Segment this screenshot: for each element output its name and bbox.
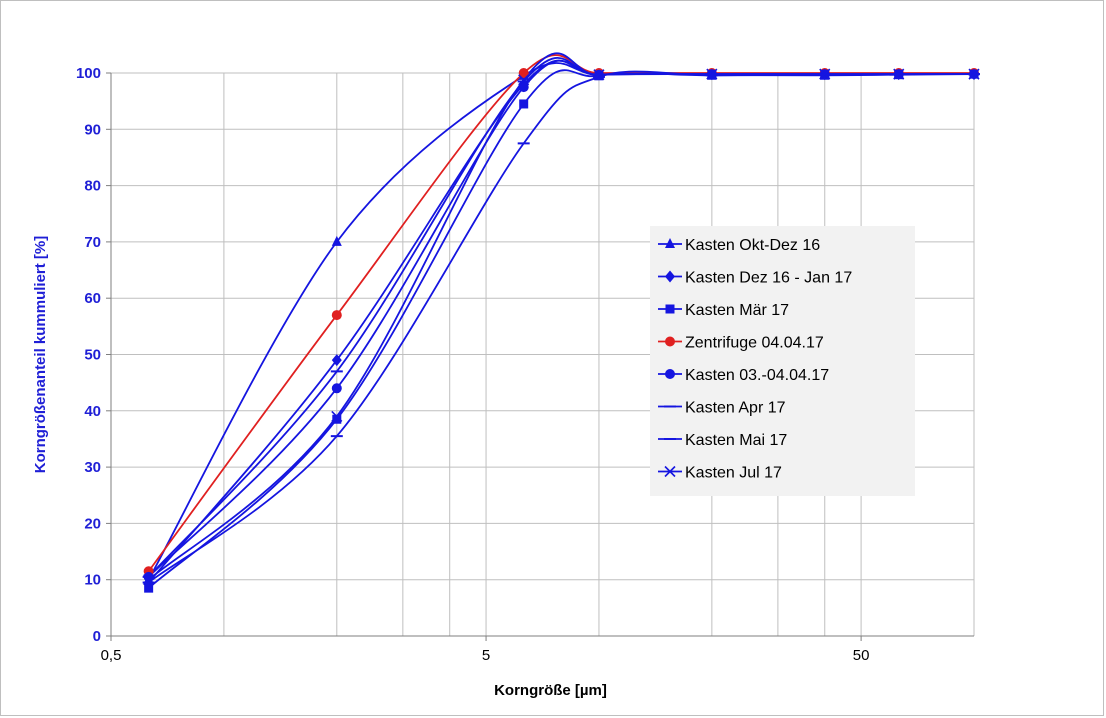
data-point-s3: [144, 583, 154, 593]
series-line-4: [147, 54, 974, 572]
y-tick-label: 20: [84, 515, 101, 532]
data-point-s8: [593, 69, 605, 81]
data-point-s3: [332, 414, 342, 424]
y-tick-label: 40: [84, 403, 101, 420]
legend-label-7: Kasten Mai 17: [685, 432, 787, 449]
axes: 0 10 20 30 40 50 60 70 80 90 100 0,5 5 50: [76, 65, 974, 664]
legend-label-3: Kasten Mär 17: [685, 302, 789, 319]
data-point-s2: [331, 354, 342, 367]
series-layer: [142, 52, 980, 593]
x-tick-label: 50: [853, 647, 870, 664]
legend-label-4: Zentrifuge 04.04.17: [685, 335, 824, 352]
data-point-s8: [706, 68, 718, 80]
x-tick-label: 0,5: [101, 647, 122, 664]
x-marker-stroke: [968, 68, 980, 80]
data-point-s8: [143, 574, 155, 586]
legend-marker-3: [665, 304, 675, 314]
x-marker-stroke: [664, 465, 676, 478]
data-point-s8: [968, 68, 980, 80]
x-tick-label: 5: [482, 647, 490, 664]
data-point-s1: [331, 235, 342, 246]
y-tick-label: 90: [84, 121, 101, 138]
legend-marker-2: [665, 270, 675, 283]
legend-label-8: Kasten Jul 17: [685, 465, 782, 482]
legend-label-5: Kasten 03.-04.04.17: [685, 367, 829, 384]
y-axis-label: Korngrößenanteil kummuliert [%]: [32, 236, 49, 474]
y-tick-label: 50: [84, 347, 101, 364]
legend-marker-5: [665, 369, 675, 379]
legend-marker-8: [664, 465, 676, 478]
x-marker-stroke: [331, 410, 343, 422]
x-marker-stroke: [819, 68, 831, 80]
data-point-s8: [331, 410, 343, 422]
y-tick-label: 60: [84, 290, 101, 307]
y-tick-label: 30: [84, 459, 101, 476]
y-tick-label: 100: [76, 65, 101, 82]
legend-label-2: Kasten Dez 16 - Jan 17: [685, 270, 852, 287]
legend-marker-4: [665, 336, 675, 347]
legend-label-6: Kasten Apr 17: [685, 400, 786, 417]
data-point-s8: [518, 74, 530, 86]
x-marker-stroke: [518, 74, 530, 86]
data-point-s4: [331, 310, 342, 321]
y-tick-label: 80: [84, 178, 101, 195]
y-tick-label: 0: [93, 628, 101, 645]
legend-label-1: Kasten Okt-Dez 16: [685, 237, 820, 254]
x-marker-stroke: [706, 68, 718, 80]
legend-marker-1: [665, 238, 675, 248]
x-marker-stroke: [143, 574, 155, 586]
x-marker-stroke: [893, 68, 905, 80]
data-point-s3: [519, 99, 529, 109]
data-point-s8: [893, 68, 905, 80]
y-tick-label: 70: [84, 234, 101, 251]
data-point-s5: [331, 383, 342, 394]
legend: Kasten Okt-Dez 16 Kasten Dez 16 - Jan 17 K…: [650, 226, 915, 496]
legend-box: [650, 226, 915, 496]
x-marker-stroke: [593, 69, 605, 81]
x-axis-label: Korngröße [µm]: [494, 682, 607, 699]
y-tick-label: 10: [84, 572, 101, 589]
data-point-s4: [518, 68, 529, 78]
data-point-s8: [819, 68, 831, 80]
data-point-s5: [518, 82, 529, 93]
